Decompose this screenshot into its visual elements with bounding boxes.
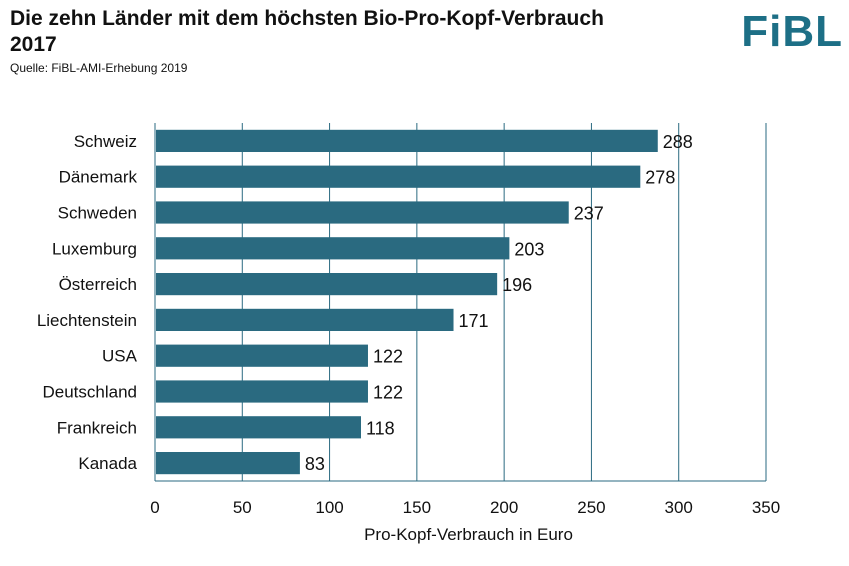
- value-label: 171: [459, 311, 489, 331]
- bar: [156, 165, 641, 188]
- bar: [156, 452, 300, 475]
- category-label: Schweden: [58, 204, 137, 223]
- bar: [156, 308, 454, 331]
- bar: [156, 273, 498, 296]
- x-tick-label: 0: [150, 498, 159, 517]
- x-tick-label: 250: [577, 498, 605, 517]
- category-label: Liechtenstein: [37, 311, 137, 330]
- x-tick-label: 300: [665, 498, 693, 517]
- value-label: 288: [663, 132, 693, 152]
- value-label: 278: [645, 168, 675, 188]
- category-label: Schweiz: [74, 132, 137, 151]
- bars: [156, 129, 658, 475]
- bar: [156, 129, 658, 152]
- bar: [156, 201, 569, 224]
- x-tick-label: 350: [752, 498, 780, 517]
- category-label: Deutschland: [42, 383, 137, 402]
- category-labels: Schweiz Dänemark Schweden Luxemburg Österrei…: [37, 132, 138, 473]
- bar: [156, 344, 368, 367]
- category-label: Luxemburg: [52, 239, 137, 258]
- value-label: 203: [514, 239, 544, 259]
- bar: [156, 416, 361, 439]
- x-tick-label: 100: [315, 498, 343, 517]
- value-label: 118: [366, 418, 395, 438]
- source-note: Quelle: FiBL-AMI-Erhebung 2019: [10, 61, 188, 75]
- category-label: Österreich: [59, 275, 137, 294]
- bar: [156, 237, 510, 260]
- bar: [156, 380, 368, 403]
- value-label: 237: [574, 204, 604, 224]
- fibl-logo: FiBL: [741, 7, 843, 56]
- x-tick-label: 200: [490, 498, 518, 517]
- value-labels: 288 278 237 203 196 171 122 122 118 83: [305, 132, 693, 474]
- chart-title: Die zehn Länder mit dem höchsten Bio-Pro…: [10, 7, 604, 56]
- x-tick-label: 150: [403, 498, 431, 517]
- value-label: 122: [373, 347, 403, 367]
- x-axis-label: Pro-Kopf-Verbrauch in Euro: [364, 525, 573, 544]
- x-tick-label: 50: [233, 498, 252, 517]
- category-label: Dänemark: [59, 168, 138, 187]
- value-label: 196: [502, 275, 532, 295]
- x-tick-labels: 0 50 100 150 200 250 300 350: [150, 498, 780, 517]
- value-label: 122: [373, 383, 403, 403]
- value-label: 83: [305, 454, 325, 474]
- category-label: USA: [102, 347, 138, 366]
- category-label: Frankreich: [57, 418, 137, 437]
- category-label: Kanada: [78, 454, 137, 473]
